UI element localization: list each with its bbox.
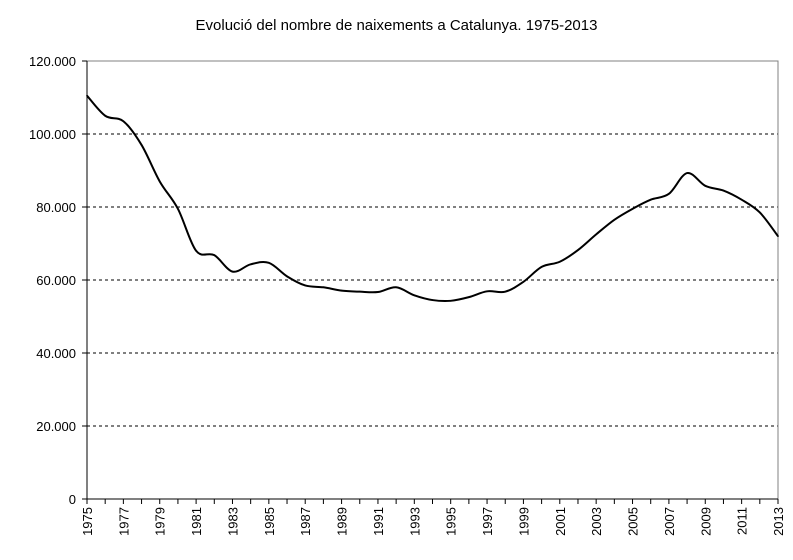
x-tick-label: 2013 [771,507,786,536]
data-point [649,198,652,201]
data-point [158,180,161,183]
data-point [631,208,634,210]
x-tick-label: 1999 [516,507,531,536]
data-point [759,211,761,214]
series-layer [86,94,779,303]
data-point [468,296,470,298]
data-point [249,263,252,266]
x-axis-tick-labels: 1975 1977 1979 1981 1983 1985 1987 1989 1991 1993… [80,507,786,536]
y-tick-label: 120.000 [29,54,76,69]
data-point [740,198,743,201]
x-tick-label: 2009 [698,507,713,536]
x-tick-label: 2007 [662,507,677,536]
data-point [377,291,379,293]
x-tick-label: 1997 [480,507,495,536]
data-point [395,286,397,289]
data-point [577,249,579,251]
x-tick-label: 1977 [116,507,131,536]
data-point [686,172,688,174]
data-point [268,262,270,264]
axes [82,60,779,504]
data-point [704,185,707,187]
data-point [522,281,525,283]
data-point [486,290,488,293]
x-tick-label: 1995 [444,507,459,536]
data-point [213,254,216,256]
data-point [340,289,343,292]
data-point [286,275,288,278]
x-tick-label: 1981 [189,507,204,536]
y-tick-label: 40.000 [36,346,76,361]
data-point [122,120,125,123]
x-tick-label: 1975 [80,507,95,536]
x-tick-label: 1979 [153,507,168,536]
data-point [86,94,88,97]
data-point [431,299,434,301]
data-point [358,290,361,293]
data-point [140,144,143,146]
data-point [322,286,325,289]
x-tick-label: 2011 [735,507,750,535]
data-point [177,208,179,210]
x-tick-label: 1991 [371,507,386,536]
y-tick-label: 0 [69,492,76,507]
y-tick-label: 20.000 [36,419,76,434]
gridlines [87,133,778,427]
data-point [777,235,779,237]
data-point [231,270,234,273]
x-tick-label: 1983 [225,507,240,536]
data-point [540,266,543,268]
data-point [449,300,452,302]
y-tick-label: 80.000 [36,200,76,215]
data-point [558,260,561,263]
series-line [86,95,779,303]
data-point [304,284,307,287]
y-tick-label: 100.000 [29,127,76,142]
data-point [595,233,597,236]
y-tick-label: 60.000 [36,273,76,288]
x-tick-label: 2003 [589,507,604,536]
x-tick-label: 1993 [407,507,422,536]
y-axis-tick-labels: 0 20.000 40.000 60.000 80.000 100.000 120.000 [29,54,76,507]
x-tick-label: 2005 [626,507,641,536]
data-point [722,189,725,192]
data-point [668,193,670,195]
x-tick-label: 1985 [262,507,277,536]
x-tick-label: 2001 [553,507,568,536]
chart-title: Evolució del nombre de naixements a Cata… [195,17,598,34]
data-point [104,114,106,117]
data-point [613,218,616,221]
x-tick-label: 1989 [335,507,350,536]
data-point [504,290,507,293]
data-point [195,250,197,252]
data-point [413,294,416,297]
x-tick-label: 1987 [298,507,313,536]
